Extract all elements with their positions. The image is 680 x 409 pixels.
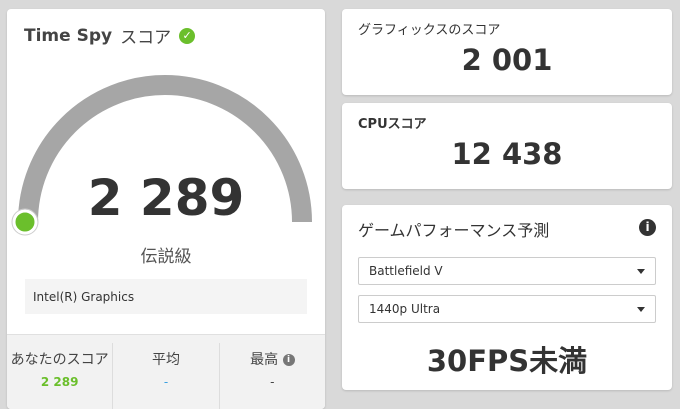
chevron-down-icon (637, 269, 645, 274)
game-select-value: Battlefield V (369, 264, 443, 278)
check-icon: ✓ (179, 27, 196, 44)
stat-value: 2 289 (40, 375, 79, 389)
setting-select[interactable]: 1440p Ultra (358, 295, 656, 323)
game-select[interactable]: Battlefield V (358, 257, 656, 285)
score-stats: あなたのスコア 2 289 平均 - 最高 i- (7, 334, 325, 409)
graphics-score-label: グラフィックスのスコア (358, 23, 501, 38)
score-gauge (11, 75, 312, 236)
info-icon[interactable]: i (639, 219, 656, 236)
title-en: Time Spy (24, 25, 113, 46)
rank-label: 伝説級 (140, 247, 192, 267)
card-title: Time Spy スコア ✓ (24, 23, 196, 48)
cpu-score-value: 12 438 (451, 137, 563, 171)
cpu-score-label: CPUスコア (358, 117, 427, 132)
graphics-score-card: グラフィックスのスコア 2 001 (342, 9, 672, 95)
game-performance-card: ゲームパフォーマンス予測 i Battlefield V 1440p Ultra… (342, 205, 672, 390)
gpu-name: Intel(R) Graphics (25, 279, 307, 314)
stat-label: あなたのスコア (10, 352, 109, 368)
stat-label: 平均 (151, 352, 180, 368)
stat-best: 最高 i- (220, 343, 325, 409)
gauge-marker (12, 209, 38, 235)
cpu-score-card: CPUスコア 12 438 (342, 103, 672, 189)
gauge-arc (18, 75, 312, 223)
stat-average: 平均 - (113, 343, 220, 409)
chevron-down-icon (637, 307, 645, 312)
graphics-score-value: 2 001 (461, 43, 553, 77)
stat-value: - (163, 375, 169, 389)
overall-score: 2 289 (87, 169, 245, 227)
title-jp: スコア (120, 28, 172, 48)
stat-label: 最高 (250, 352, 279, 368)
info-icon[interactable]: i (282, 354, 295, 366)
setting-select-value: 1440p Ultra (369, 302, 441, 316)
game-performance-label: ゲームパフォーマンス予測 (358, 221, 550, 240)
stat-value: - (270, 375, 275, 389)
fps-result: 30FPS未満 (426, 344, 588, 378)
stat-your-score: あなたのスコア 2 289 (7, 343, 114, 409)
time-spy-score-card: Time Spy スコア ✓ 2 289 伝説級 Intel(R) Graphic… (7, 9, 325, 409)
